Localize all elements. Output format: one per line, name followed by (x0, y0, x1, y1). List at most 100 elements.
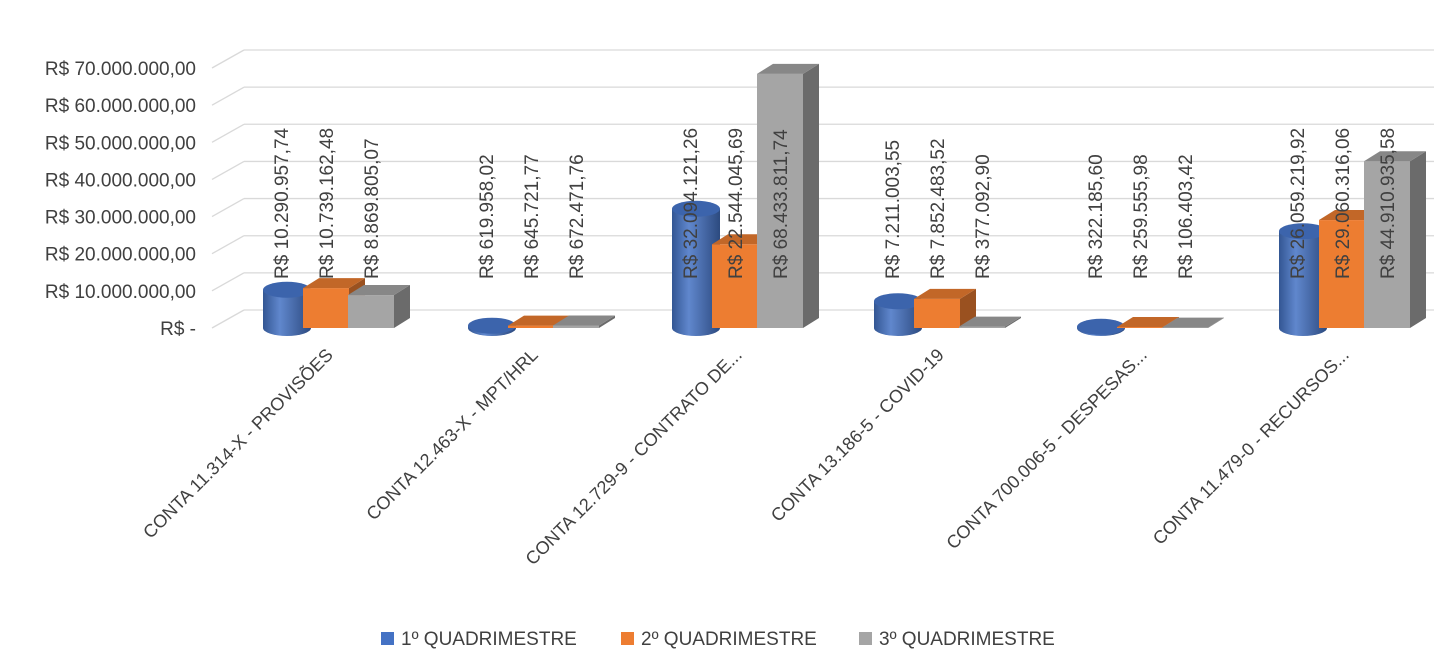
y-tick-label: R$ 30.000.000,00 (45, 208, 196, 229)
bar-top (1162, 317, 1224, 328)
bar-front (712, 244, 758, 328)
data-label: R$ 10.290.957,74 (272, 127, 293, 279)
cylinder-top (263, 281, 311, 298)
data-label: R$ 32.094.121,26 (681, 128, 702, 279)
data-label: R$ 68.433.811,74 (771, 129, 792, 279)
bar-front (553, 325, 599, 328)
legend-item: 3º QUADRIMESTRE (859, 629, 1055, 650)
category-label: CONTA 12.729-9 - CONTRATO DE... (522, 345, 746, 569)
y-tick-label: R$ 10.000.000,00 (45, 282, 196, 303)
bar-1-1 (263, 281, 311, 336)
bar-3-1 (348, 285, 410, 328)
data-label: R$ 259.555,98 (1131, 154, 1152, 279)
y-tick-label: R$ 50.000.000,00 (45, 133, 196, 154)
bar-1-5 (1077, 318, 1125, 336)
bar-front (959, 326, 1005, 328)
category-label: CONTA 12.463-X - MPT/HRL (362, 345, 541, 524)
gridline-depth (211, 160, 245, 180)
bar-top (959, 316, 1021, 327)
bar-3-3 (757, 63, 819, 329)
legend: 1º QUADRIMESTRE 2º QUADRIMESTRE 3º QUADRIM… (381, 629, 1055, 650)
y-tick-label: R$ 70.000.000,00 (45, 59, 196, 80)
bar-top (348, 285, 410, 296)
gridline-depth (211, 198, 245, 218)
bar-front (1364, 161, 1410, 328)
data-label: R$ 7.211.003,55 (883, 140, 904, 279)
bar-top (914, 288, 976, 299)
legend-label: 3º QUADRIMESTRE (879, 629, 1055, 650)
data-label: R$ 377.092,90 (973, 154, 994, 279)
data-labels: R$ 10.290.957,74 R$ 619.958,02 R$ 32.094.1… (272, 127, 1399, 279)
bar-3-4 (959, 316, 1021, 328)
data-label: R$ 322.185,60 (1086, 154, 1107, 279)
data-label: R$ 672.471,76 (567, 154, 588, 279)
bar-top (757, 63, 819, 74)
legend-item: 2º QUADRIMESTRE (621, 629, 817, 650)
bar-side (960, 288, 976, 328)
legend-swatch (381, 632, 394, 645)
data-label: R$ 619.958,02 (477, 154, 498, 279)
gridline-depth (211, 235, 245, 255)
gridline-depth (211, 272, 245, 292)
category-label: CONTA 11.479-0 - RECURSOS... (1149, 345, 1353, 549)
gridline-depth (211, 86, 245, 106)
bar-front (1117, 327, 1163, 328)
data-label: R$ 8.869.805,07 (362, 138, 383, 279)
bar-side (1005, 316, 1021, 328)
bar-side (599, 315, 615, 328)
cylinder-top (1279, 223, 1327, 240)
y-tick-label: R$ - (160, 319, 196, 340)
gridline-depth (211, 49, 245, 69)
bar-front (348, 295, 394, 328)
legend-label: 1º QUADRIMESTRE (401, 629, 577, 650)
bar-1-3 (672, 200, 720, 336)
bar-top (1364, 151, 1426, 162)
bar-side (803, 63, 819, 329)
category-label: CONTA 11.314-X - PROVISÕES (139, 344, 337, 542)
data-label: R$ 44.910.935,58 (1378, 128, 1399, 279)
cylinder-body (874, 301, 922, 336)
y-tick-label: R$ 60.000.000,00 (45, 96, 196, 117)
category-label: CONTA 13.186-5 - COVID-19 (767, 345, 948, 526)
data-label: R$ 106.403,42 (1176, 154, 1197, 279)
bar-3-2 (553, 315, 615, 328)
category-label: CONTA 700.006-5 - DESPESAS... (942, 345, 1150, 553)
bar-2-4 (914, 288, 976, 328)
gridlines (211, 49, 1434, 329)
bar-side (1208, 317, 1224, 328)
cylinder-top (468, 317, 516, 334)
legend-swatch (621, 632, 634, 645)
data-label: R$ 22.544.045,69 (726, 128, 747, 279)
bar-1-2 (468, 317, 516, 336)
legend-item: 1º QUADRIMESTRE (381, 629, 577, 650)
bar-3-6 (1364, 151, 1426, 328)
y-tick-label: R$ 20.000.000,00 (45, 245, 196, 266)
data-label: R$ 10.739.162,48 (317, 128, 338, 279)
cylinder-top (1077, 318, 1125, 335)
bar-front (508, 325, 554, 328)
bars (263, 63, 1426, 336)
bar-front (303, 288, 349, 328)
cylinder-top (672, 200, 720, 217)
data-label: R$ 7.852.483,52 (928, 138, 949, 279)
bar-1-4 (874, 293, 922, 336)
bar-front (757, 73, 803, 329)
y-tick-label: R$ 40.000.000,00 (45, 170, 196, 191)
data-label: R$ 645.721,77 (522, 154, 543, 279)
bar-1-6 (1279, 223, 1327, 336)
cylinder-top (874, 293, 922, 310)
category-labels: CONTA 11.314-X - PROVISÕES CONTA 12.463-X… (139, 344, 1353, 569)
gridline-depth (211, 309, 245, 329)
cylinder-body (1279, 231, 1327, 336)
bar-top (1117, 317, 1179, 328)
bar-top (303, 278, 365, 289)
y-axis-ticks: R$ - R$ 10.000.000,00 R$ 20.000.000,00 R$ 3… (45, 59, 196, 340)
cylinder-body (672, 208, 720, 336)
gridline-depth (211, 123, 245, 143)
data-label: R$ 26.059.219,92 (1288, 128, 1309, 279)
bar-side (394, 285, 410, 328)
cylinder-body (263, 289, 311, 336)
bar-top (508, 315, 570, 326)
